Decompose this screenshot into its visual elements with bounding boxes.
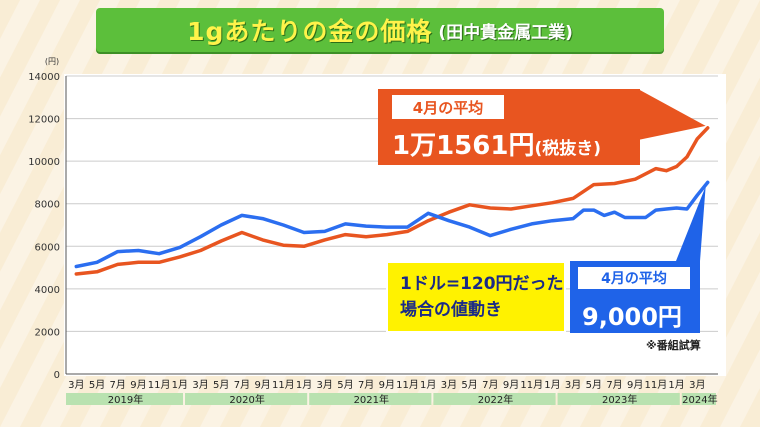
x-tick-label: 5月 [461, 379, 477, 391]
x-tick-label: 5月 [337, 379, 353, 391]
x-tick-label: 5月 [586, 379, 602, 391]
y-tick-label: 8000 [35, 200, 60, 211]
y-tick-label: 12000 [28, 115, 60, 126]
fixed-rate-label-box: 1ドル=120円だった 場合の値動き [386, 261, 566, 333]
year-band [433, 393, 556, 405]
fixed-rate-price-callout: 4月の平均 9,000円 [570, 261, 700, 333]
year-band [185, 393, 308, 405]
y-tick-label: 10000 [28, 157, 60, 168]
x-tick-label: 3月 [441, 379, 457, 391]
y-tick-label: 6000 [35, 242, 60, 253]
x-tick-label: 11月 [520, 379, 543, 391]
x-tick-label: 7月 [606, 379, 622, 391]
x-tick-label: 3月 [689, 379, 705, 391]
x-tick-label: 5月 [213, 379, 229, 391]
fixed-callout-caption: 4月の平均 [578, 267, 690, 289]
fixed-callout-pointer [676, 186, 706, 261]
x-tick-label: 9月 [130, 379, 146, 391]
series-line-fixed-rate [74, 180, 710, 269]
y-tick-label: 4000 [35, 285, 60, 296]
x-tick-label: 3月 [192, 379, 208, 391]
year-band [681, 393, 716, 405]
x-tick-label: 5月 [89, 379, 105, 391]
x-tick-label: 1月 [420, 379, 436, 391]
y-axis-label: (円) [45, 57, 59, 66]
x-tick-label: 1月 [172, 379, 188, 391]
x-tick-label: 1月 [544, 379, 560, 391]
year-label: 2020年 [229, 393, 264, 406]
year-label: 2021年 [354, 393, 389, 406]
actual-callout-caption: 4月の平均 [392, 95, 504, 119]
actual-callout-amount: 1万1561円 [392, 131, 535, 161]
x-tick-label: 11月 [645, 379, 668, 391]
footnote: ※番組試算 [646, 339, 701, 352]
year-label: 2023年 [602, 393, 637, 406]
x-tick-label: 9月 [379, 379, 395, 391]
year-label: 2024年 [682, 393, 717, 406]
chart-title: 1gあたりの金の価格 [187, 17, 433, 46]
x-tick-label: 3月 [565, 379, 581, 391]
actual-callout-value: 1万1561円(税抜き) [392, 125, 601, 162]
x-tick-label: 9月 [627, 379, 643, 391]
x-tick-label: 3月 [68, 379, 84, 391]
y-tick-label: 0 [54, 370, 60, 381]
actual-callout-note: (税抜き) [534, 139, 602, 159]
fixed-callout-value: 9,000円 [582, 303, 682, 331]
year-band [309, 393, 432, 405]
title-banner: 1gあたりの金の価格 (田中貴金属工業) [96, 8, 664, 52]
x-tick-label: 7月 [234, 379, 250, 391]
x-tick-label: 1月 [668, 379, 684, 391]
x-tick-label: 7月 [110, 379, 126, 391]
year-band [557, 393, 680, 405]
actual-price-callout: 4月の平均 1万1561円(税抜き) [378, 89, 640, 165]
x-tick-label: 7月 [482, 379, 498, 391]
x-tick-label: 11月 [396, 379, 419, 391]
y-tick-label: 2000 [35, 327, 60, 338]
year-label: 2022年 [478, 393, 513, 406]
fixed-rate-label-line2: 場合の値動き [400, 300, 502, 320]
y-tick-label: 14000 [28, 72, 60, 83]
x-tick-label: 1月 [296, 379, 312, 391]
chart-source: (田中貴金属工業) [438, 22, 573, 43]
x-tick-label: 11月 [148, 379, 171, 391]
year-label: 2019年 [108, 393, 143, 406]
x-tick-label: 11月 [272, 379, 295, 391]
year-band [66, 393, 184, 405]
series-line-actual [74, 126, 710, 276]
x-tick-label: 9月 [254, 379, 270, 391]
fixed-rate-label-line1: 1ドル=120円だった [400, 274, 564, 294]
actual-callout-pointer [638, 89, 706, 140]
x-tick-label: 7月 [358, 379, 374, 391]
x-tick-label: 9月 [503, 379, 519, 391]
x-tick-label: 3月 [317, 379, 333, 391]
